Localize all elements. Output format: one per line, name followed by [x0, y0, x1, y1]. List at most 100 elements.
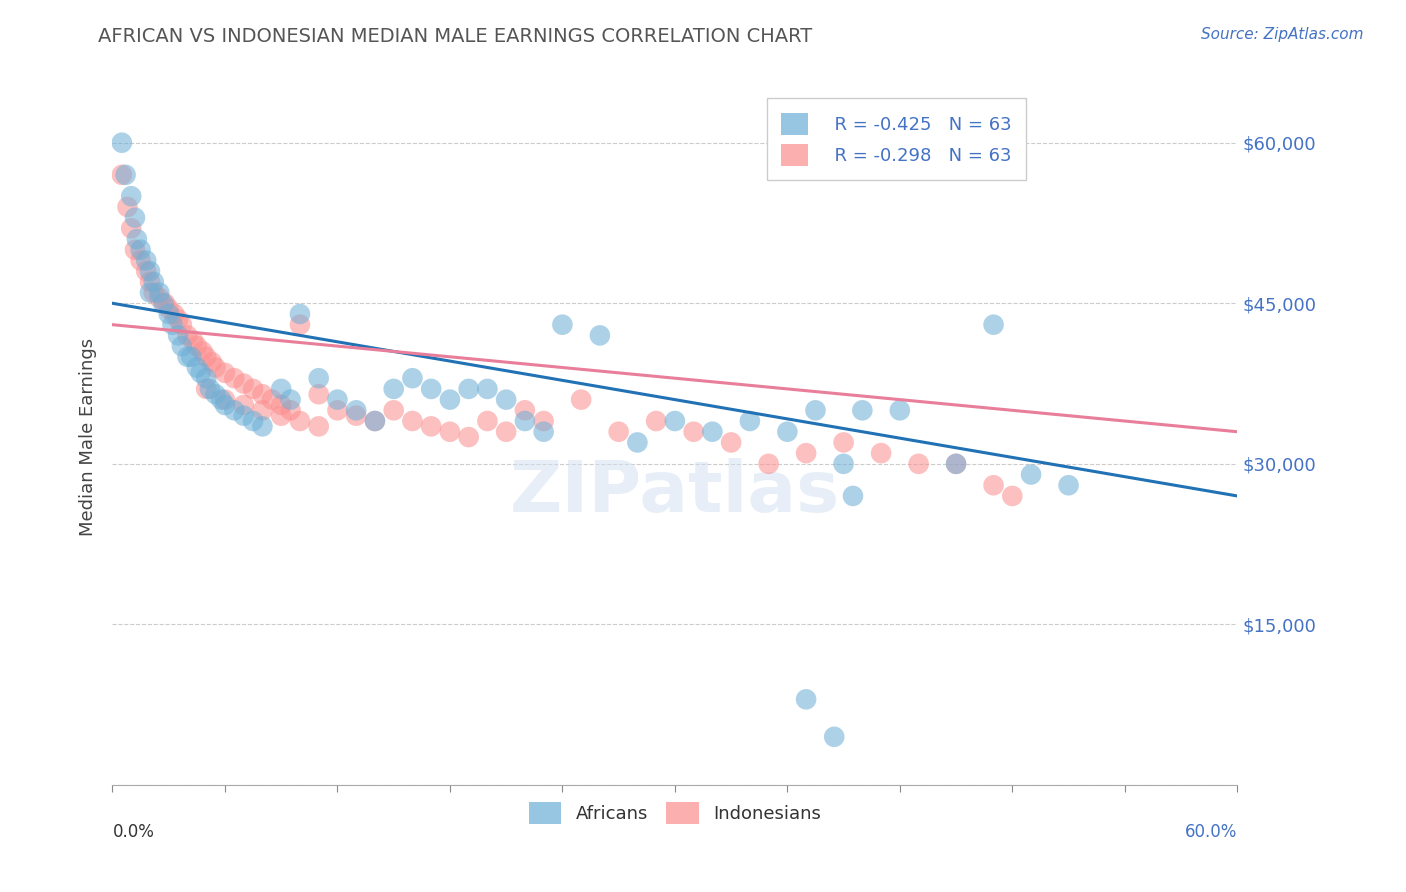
Point	[1001, 489, 1024, 503]
Point	[889, 403, 911, 417]
Point	[645, 414, 668, 428]
Point	[832, 435, 855, 450]
Point	[129, 243, 152, 257]
Point	[270, 382, 292, 396]
Point	[439, 425, 461, 439]
Point	[209, 392, 232, 407]
Point	[702, 425, 724, 439]
Point	[738, 414, 761, 428]
Point	[945, 457, 967, 471]
Point	[214, 392, 236, 407]
Point	[232, 398, 254, 412]
Point	[224, 403, 246, 417]
Point	[870, 446, 893, 460]
Point	[533, 414, 555, 428]
Point	[477, 414, 499, 428]
Point	[117, 200, 139, 214]
Point	[157, 301, 180, 316]
Point	[288, 307, 311, 321]
Point	[124, 243, 146, 257]
Point	[308, 419, 330, 434]
Point	[148, 291, 170, 305]
Point	[232, 376, 254, 391]
Point	[382, 403, 405, 417]
Text: 60.0%: 60.0%	[1185, 823, 1237, 841]
Point	[270, 409, 292, 423]
Point	[124, 211, 146, 225]
Point	[823, 730, 845, 744]
Point	[758, 457, 780, 471]
Point	[513, 403, 536, 417]
Point	[242, 382, 264, 396]
Point	[626, 435, 648, 450]
Point	[364, 414, 387, 428]
Point	[851, 403, 873, 417]
Point	[170, 318, 193, 332]
Point	[439, 392, 461, 407]
Point	[607, 425, 630, 439]
Point	[148, 285, 170, 300]
Point	[1019, 467, 1042, 482]
Point	[420, 419, 443, 434]
Point	[326, 403, 349, 417]
Point	[176, 328, 198, 343]
Point	[135, 253, 157, 268]
Point	[983, 478, 1005, 492]
Point	[533, 425, 555, 439]
Point	[457, 430, 479, 444]
Point	[945, 457, 967, 471]
Point	[720, 435, 742, 450]
Text: AFRICAN VS INDONESIAN MEDIAN MALE EARNINGS CORRELATION CHART: AFRICAN VS INDONESIAN MEDIAN MALE EARNIN…	[98, 27, 813, 45]
Point	[204, 387, 226, 401]
Point	[907, 457, 929, 471]
Point	[832, 457, 855, 471]
Point	[167, 312, 190, 326]
Point	[842, 489, 865, 503]
Point	[589, 328, 612, 343]
Point	[195, 371, 218, 385]
Point	[382, 382, 405, 396]
Point	[139, 264, 162, 278]
Point	[111, 136, 134, 150]
Point	[326, 392, 349, 407]
Point	[214, 398, 236, 412]
Point	[153, 296, 176, 310]
Point	[252, 403, 274, 417]
Point	[1057, 478, 1080, 492]
Point	[224, 371, 246, 385]
Point	[495, 425, 517, 439]
Point	[170, 339, 193, 353]
Point	[794, 446, 817, 460]
Point	[198, 382, 221, 396]
Point	[162, 318, 184, 332]
Point	[270, 398, 292, 412]
Point	[495, 392, 517, 407]
Point	[139, 275, 162, 289]
Point	[181, 334, 204, 348]
Point	[163, 307, 186, 321]
Point	[308, 371, 330, 385]
Point	[280, 392, 302, 407]
Point	[167, 328, 190, 343]
Point	[111, 168, 134, 182]
Text: 0.0%: 0.0%	[112, 823, 155, 841]
Point	[794, 692, 817, 706]
Point	[186, 360, 208, 375]
Point	[129, 253, 152, 268]
Point	[344, 403, 367, 417]
Point	[157, 307, 180, 321]
Point	[201, 355, 224, 369]
Point	[682, 425, 704, 439]
Text: Source: ZipAtlas.com: Source: ZipAtlas.com	[1201, 27, 1364, 42]
Point	[776, 425, 799, 439]
Point	[152, 296, 174, 310]
Point	[288, 318, 311, 332]
Point	[551, 318, 574, 332]
Point	[214, 366, 236, 380]
Point	[477, 382, 499, 396]
Point	[513, 414, 536, 428]
Legend: Africans, Indonesians: Africans, Indonesians	[515, 788, 835, 838]
Point	[983, 318, 1005, 332]
Point	[401, 371, 423, 385]
Point	[142, 285, 165, 300]
